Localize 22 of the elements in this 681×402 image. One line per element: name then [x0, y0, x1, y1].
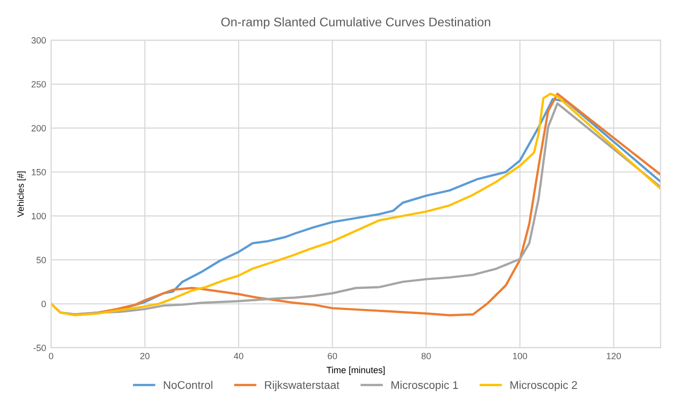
x-tick-label: 20 — [140, 352, 150, 360]
legend-label: Rijkswaterstaat — [265, 380, 340, 392]
y-tick-label: 200 — [32, 125, 46, 132]
x-tick-label: 40 — [234, 352, 244, 360]
y-tick-label: 0 — [42, 300, 46, 308]
x-axis-title: Time [minutes] — [326, 366, 385, 375]
y-tick-label: 300 — [31, 37, 46, 44]
chart-title: On-ramp Slanted Cumulative Curves Destination — [221, 17, 490, 29]
y-tick-label: 100 — [32, 212, 46, 220]
y-tick-label: 50 — [36, 256, 46, 264]
x-tick-label: 60 — [328, 352, 338, 360]
x-tick-label: 0 — [48, 352, 54, 360]
legend-label: Microscopic 1 — [391, 380, 458, 392]
legend-label: NoControl — [164, 380, 212, 389]
y-axis-title: Vehicles [#] — [17, 172, 26, 218]
x-tick-label: 100 — [513, 352, 528, 360]
x-tick-label: 120 — [606, 352, 621, 360]
x-tick-label: 80 — [422, 352, 431, 360]
y-tick-label: 250 — [32, 81, 46, 88]
y-tick-label: -50 — [34, 344, 46, 352]
legend-label: Microscopic 2 — [510, 380, 577, 392]
y-tick-label: 150 — [32, 168, 46, 176]
